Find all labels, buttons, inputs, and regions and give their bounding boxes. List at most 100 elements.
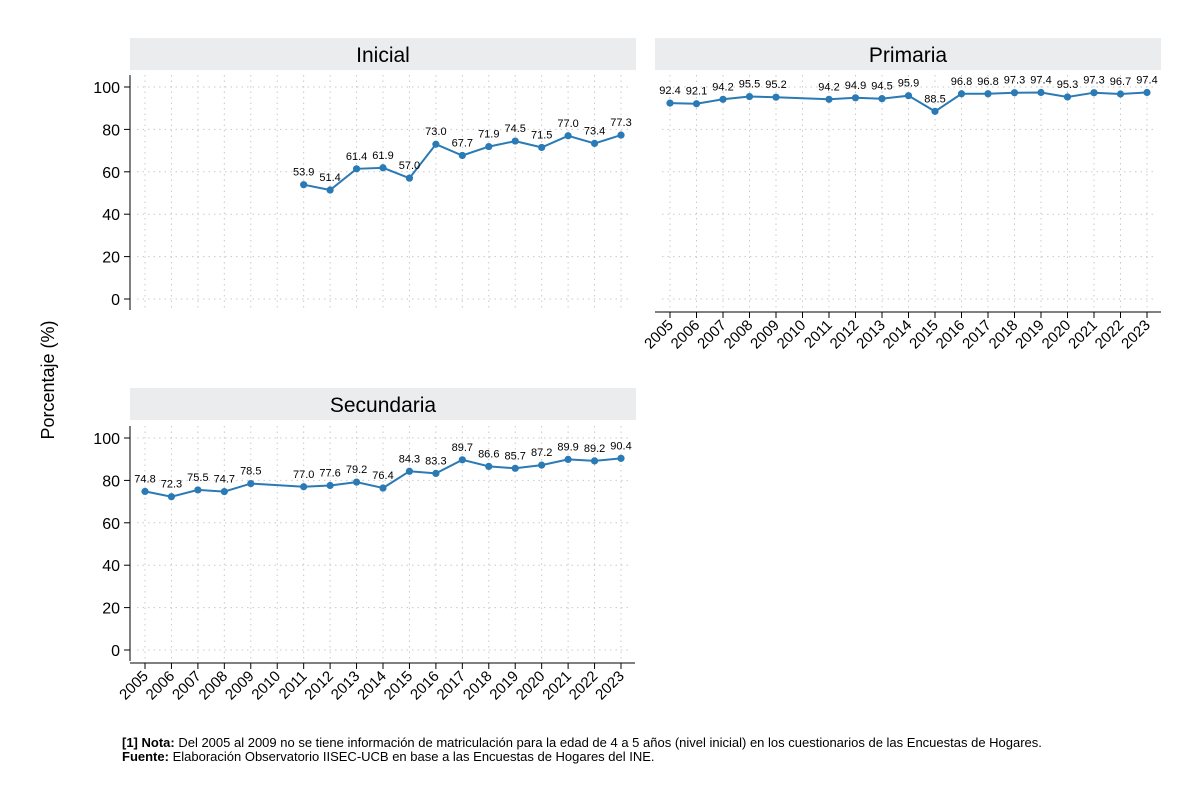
panel-title-secundaria: Secundaria: [330, 394, 437, 417]
x-tick-label: 2021: [539, 668, 575, 704]
data-point: [485, 462, 493, 471]
data-point: [957, 90, 966, 98]
data-point: [1010, 89, 1019, 97]
y-tick-label: 100: [93, 431, 120, 448]
data-point: [617, 454, 625, 462]
data-label: 77.6: [319, 467, 340, 479]
data-point: [666, 99, 674, 107]
data-point: [247, 479, 255, 488]
x-tick-label: 2008: [196, 668, 232, 704]
x-tick-label: 2019: [1012, 317, 1048, 353]
data-point: [772, 93, 780, 101]
x-tick-label: 2020: [1039, 317, 1075, 353]
series-primaria: 92.4 92.1 94.2 95.5 95.2 94.2 94.9 94.5 95.9 88.5…: [659, 75, 1158, 115]
data-point: [825, 95, 833, 103]
data-label: 97.4: [1136, 75, 1157, 87]
panel-title-inicial: Inicial: [356, 44, 410, 67]
y-axis-inicial: 0 20 40 60 80 100: [93, 75, 131, 310]
x-tick-label: 2006: [143, 668, 179, 704]
data-point: [617, 131, 625, 139]
data-point: [511, 137, 519, 145]
data-point: [745, 92, 754, 101]
x-tick-label: 2005: [116, 668, 152, 704]
y-tick-label: 60: [102, 516, 120, 533]
y-tick-label: 80: [102, 473, 120, 490]
y-tick-label: 20: [102, 250, 120, 267]
panel-header-inicial: [130, 38, 636, 70]
panel-title-primaria: Primaria: [869, 44, 947, 67]
data-point: [538, 143, 546, 152]
y-tick-label: 0: [111, 292, 120, 309]
data-label: 83.3: [425, 455, 446, 467]
data-point: [590, 457, 599, 465]
data-label: 61.9: [372, 150, 393, 162]
source-line: Fuente: Elaboración Observatorio IISEC-U…: [122, 750, 1182, 764]
x-tick-label: 2016: [933, 317, 969, 353]
data-point: [590, 139, 599, 147]
data-label: 95.5: [739, 79, 760, 91]
data-point: [352, 165, 361, 173]
data-label: 85.7: [505, 450, 526, 462]
data-label: 89.7: [452, 442, 473, 454]
x-tick-label: 2020: [513, 668, 549, 704]
data-point: [485, 142, 493, 151]
x-tick-label: 2010: [248, 668, 284, 704]
data-label: 97.3: [1004, 75, 1025, 87]
data-label: 78.5: [240, 466, 261, 478]
data-label: 96.8: [977, 76, 998, 88]
data-label: 73.0: [425, 126, 446, 138]
data-point: [220, 488, 228, 496]
series-inicial: 53.9 51.4 61.4 61.9 57.0 73.0 67.7 71.9 74.5 71.5…: [293, 117, 632, 194]
data-label: 97.3: [1083, 75, 1104, 87]
x-tick-label: 2023: [592, 668, 628, 704]
data-label: 84.3: [399, 453, 420, 465]
data-label: 74.7: [214, 474, 235, 486]
data-label: 74.8: [134, 473, 155, 485]
data-label: 89.9: [557, 441, 578, 453]
y-tick-label: 40: [102, 558, 120, 575]
data-label: 79.2: [346, 464, 367, 476]
data-point: [405, 467, 414, 475]
x-tick-label: 2005: [641, 317, 677, 353]
x-axis-secundaria: 2005200620072008200920102011201220132014…: [116, 662, 635, 704]
data-point: [167, 493, 176, 501]
data-point: [405, 174, 414, 182]
data-point: [194, 486, 202, 494]
data-label: 92.4: [659, 85, 680, 97]
data-point: [352, 478, 361, 486]
data-point: [904, 92, 913, 100]
data-label: 61.4: [346, 151, 367, 163]
panel-header-secundaria: [130, 388, 636, 420]
x-tick-label: 2014: [354, 668, 390, 704]
series-line: [669, 91, 1148, 113]
data-label: 75.5: [187, 472, 208, 484]
data-label: 94.9: [845, 80, 866, 92]
grid-inicial: [137, 75, 631, 310]
y-tick-label: 0: [111, 643, 120, 660]
y-tick-label: 80: [102, 122, 120, 139]
data-point: [878, 95, 886, 103]
data-point: [141, 487, 149, 496]
data-label: 96.7: [1110, 76, 1131, 88]
panel-inicial: Inicial 0 20 40 60 80 100 53.9 51.4 61.4 61.9 57.0 7…: [93, 38, 636, 310]
data-label: 86.6: [478, 448, 499, 460]
x-tick-label: 2023: [1118, 317, 1154, 353]
data-point: [432, 469, 440, 478]
x-tick-label: 2012: [827, 317, 863, 353]
x-tick-label: 2018: [460, 668, 496, 704]
y-tick-label: 40: [102, 207, 120, 224]
data-point: [1037, 88, 1045, 97]
x-tick-label: 2015: [381, 668, 417, 704]
data-point: [300, 483, 308, 491]
data-point: [851, 94, 860, 102]
data-point: [692, 100, 701, 108]
data-point: [984, 90, 992, 98]
data-label: 76.4: [372, 470, 393, 482]
data-point: [326, 186, 334, 194]
data-point: [564, 132, 572, 140]
data-label: 51.4: [319, 172, 340, 184]
panel-header-primaria: [655, 38, 1161, 70]
x-tick-label: 2006: [668, 317, 704, 353]
x-tick-label: 2015: [906, 317, 942, 353]
data-point: [1090, 89, 1098, 97]
